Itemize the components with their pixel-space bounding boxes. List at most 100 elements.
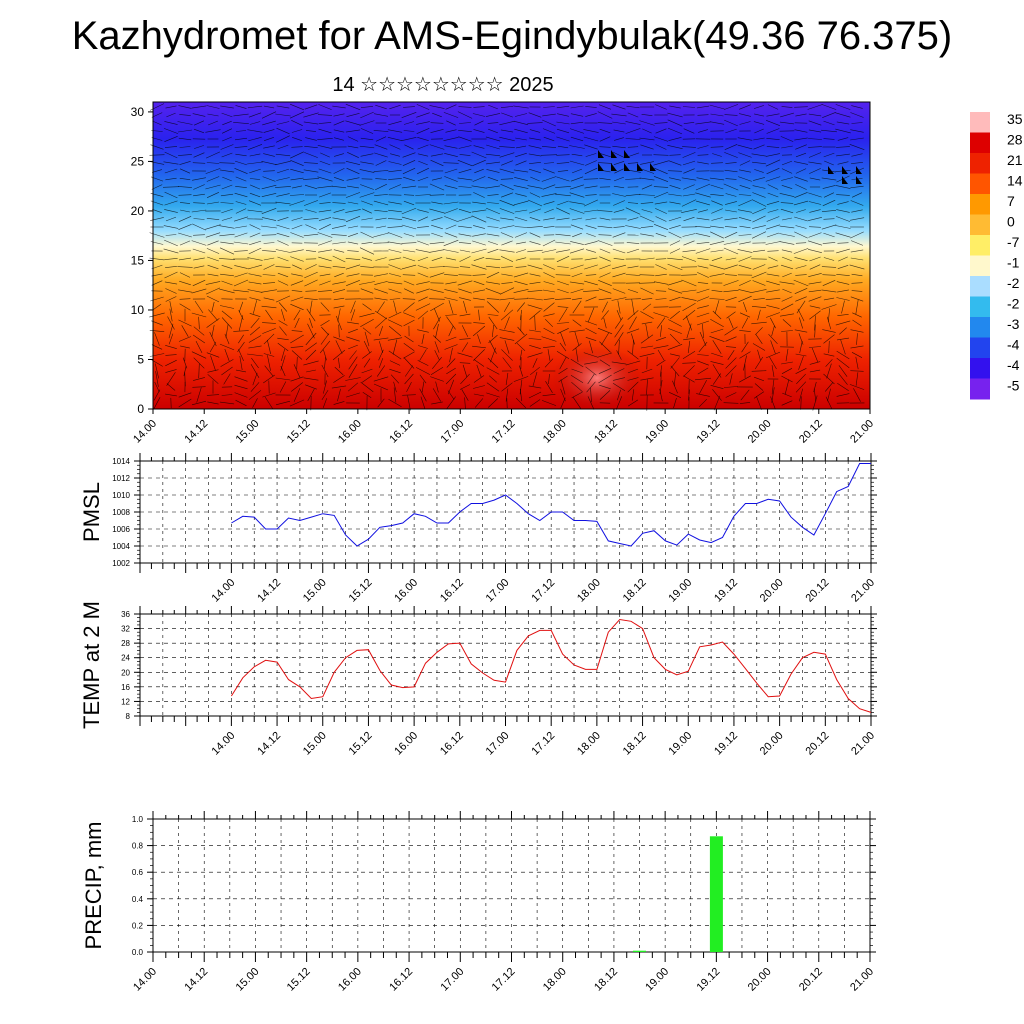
wind-vector (489, 375, 497, 383)
wind-vector (667, 263, 683, 271)
wind-vector (836, 121, 850, 125)
wind-vector (252, 372, 258, 386)
wind-vector (627, 146, 639, 148)
wind-vector (682, 350, 696, 360)
wind-vector (601, 332, 609, 346)
wind-vector (403, 319, 415, 327)
wind-vector (796, 373, 806, 385)
wind-vector (338, 357, 340, 369)
chart-title: Kazhydromet for AMS-Egindybulak(49.36 76… (71, 14, 953, 58)
wind-vector (527, 249, 543, 253)
wind-vector (529, 329, 541, 333)
wind-vector (378, 358, 384, 368)
wind-vector (434, 341, 440, 353)
wind-vector (331, 385, 347, 389)
pmsl-line (231, 463, 871, 547)
wind-vector (584, 264, 598, 270)
wind-vector (499, 225, 515, 229)
wind-vector (461, 342, 469, 352)
wind-vector (151, 184, 163, 190)
wind-vector (642, 303, 652, 311)
wind-vector (570, 113, 584, 117)
wind-vector (541, 146, 557, 148)
x-tick-label: 15.00 (234, 966, 262, 994)
wind-vector (823, 218, 835, 220)
wind-vector (304, 146, 318, 148)
wind-flag (828, 166, 834, 174)
wind-vector (178, 194, 192, 196)
wind-vector (808, 296, 822, 302)
x-tick-label: 15.12 (285, 418, 313, 446)
x-tick-label: 16.12 (438, 730, 466, 758)
wind-vector (275, 249, 291, 253)
wind-vector (654, 167, 668, 175)
wind-vector (332, 255, 346, 263)
wind-vector (739, 351, 751, 359)
colorbar-swatch (970, 358, 990, 379)
wind-vector (361, 217, 373, 221)
wind-vector (205, 287, 221, 295)
wind-vector (248, 136, 262, 142)
wind-vector (681, 177, 697, 181)
wind-vector (387, 137, 403, 141)
wind-vector (419, 349, 427, 361)
wind-vector (168, 333, 174, 345)
wind-vector (712, 310, 722, 320)
wind-vector (836, 337, 850, 341)
wind-vector (289, 399, 305, 407)
wind-vector (265, 309, 273, 321)
wind-vector (432, 388, 442, 402)
wind-vector (823, 192, 835, 198)
wind-vector (473, 297, 485, 301)
wind-vector (279, 381, 287, 393)
x-tick-label: 15.12 (285, 966, 313, 994)
wind-vector (837, 289, 849, 293)
wind-vector (206, 218, 220, 220)
wind-vector (361, 200, 373, 206)
wind-vector (711, 257, 723, 261)
wind-vector (753, 391, 765, 399)
wind-vector (163, 248, 179, 254)
wind-vector (794, 129, 808, 133)
wind-vector (631, 389, 635, 401)
wind-vector (836, 194, 850, 196)
wind-vector (584, 241, 598, 245)
wind-vector (682, 193, 696, 197)
wind-vector (402, 394, 416, 396)
wind-vector (421, 333, 425, 345)
wind-vector (836, 153, 850, 157)
wind-vector (304, 184, 318, 190)
wind-vector (725, 392, 737, 398)
wind-vector (738, 295, 752, 303)
wind-vector (307, 388, 315, 402)
wind-flag (624, 163, 630, 171)
wind-vector (332, 241, 346, 245)
wind-vector (434, 350, 440, 360)
wind-vector (474, 398, 484, 408)
wind-vector (809, 256, 821, 262)
wind-vector (198, 316, 200, 330)
wind-vector (337, 388, 341, 402)
wind-vector (473, 257, 485, 261)
wind-vector (290, 249, 304, 253)
wind-vector (501, 382, 513, 392)
wind-vector (248, 335, 262, 343)
wind-vector (695, 248, 711, 254)
wind-vector (616, 350, 622, 360)
wind-vector (376, 365, 386, 377)
wind-vector (262, 328, 276, 334)
wind-vector (682, 362, 696, 364)
wind-vector (585, 113, 597, 117)
wind-vector (293, 364, 301, 378)
wind-vector (542, 119, 556, 127)
wind-vector (206, 295, 220, 303)
x-tick-label: 14.12 (182, 966, 210, 994)
wind-vector (331, 185, 347, 189)
wind-vector (291, 350, 303, 360)
wind-vector (261, 225, 277, 229)
wind-vector (219, 258, 235, 260)
wind-vector (814, 315, 816, 331)
wind-vector (725, 128, 737, 134)
wind-vector (672, 380, 678, 394)
wind-vector (514, 333, 528, 345)
